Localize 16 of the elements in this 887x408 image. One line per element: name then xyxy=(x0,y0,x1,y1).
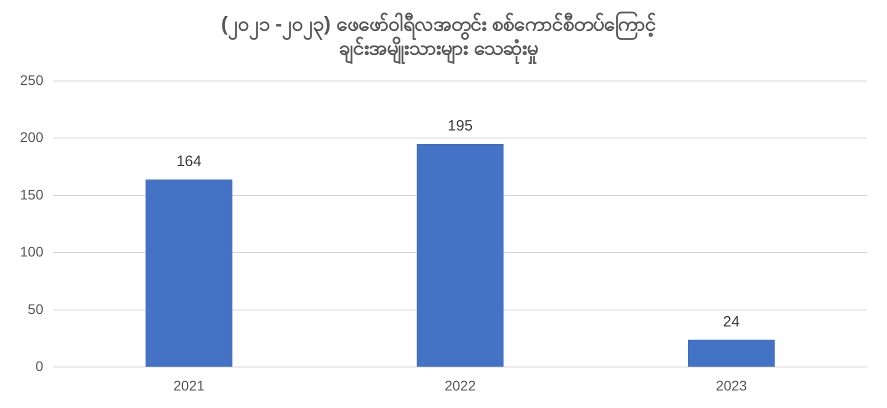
bar xyxy=(416,144,504,367)
y-tick-label: 100 xyxy=(20,244,44,260)
y-tick-label: 200 xyxy=(20,129,44,146)
y-tick-label: 150 xyxy=(20,186,44,202)
x-tick-label: 2023 xyxy=(716,377,748,394)
y-tick-label: 0 xyxy=(36,358,44,374)
data-label: 164 xyxy=(176,153,202,170)
data-label: 24 xyxy=(723,313,740,330)
y-tick-label: 50 xyxy=(28,300,44,317)
x-tick-label: 2021 xyxy=(173,377,205,394)
data-label: 195 xyxy=(448,118,473,135)
y-tick-label: 250 xyxy=(20,72,44,88)
chart-title: (၂၀၂၁ -၂၀၂၃) ဖေဖော်ဝါရီလအတွင်း စစ်ကောင်စီတပ်ကြောင့် ချင်းအမျိုးသားများ သေဆုံးမှု xyxy=(221,10,656,65)
bar xyxy=(146,179,232,367)
x-tick-label: 2022 xyxy=(444,377,476,394)
bar xyxy=(688,340,775,367)
